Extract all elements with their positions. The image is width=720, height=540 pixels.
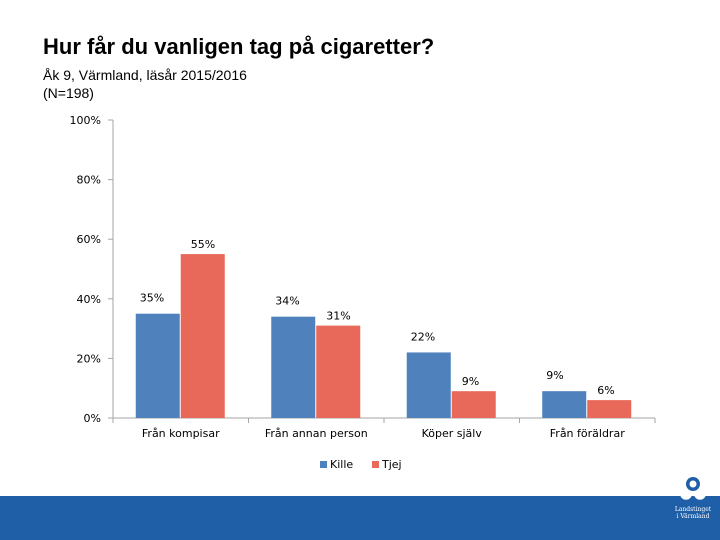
- chart-title: Hur får du vanligen tag på cigaretter?: [43, 34, 435, 59]
- y-tick-label: 20%: [77, 352, 101, 365]
- x-tick-label: Från annan person: [265, 427, 368, 440]
- bar: [180, 254, 225, 418]
- bar-chart: 0% 20% 40% 60% 80% 100% 35% 55% Från kompisar 34%…: [70, 114, 656, 471]
- x-tick-label: Från kompisar: [142, 427, 220, 440]
- bar: [135, 313, 180, 418]
- bar: [587, 400, 632, 418]
- y-tick-label: 40%: [77, 293, 101, 306]
- data-label: 34%: [275, 295, 299, 308]
- legend-swatch: [372, 461, 379, 468]
- logo-text-line-1: Landstinget: [675, 506, 712, 513]
- legend-label: Kille: [330, 458, 353, 471]
- bar: [406, 352, 451, 418]
- flower-icon: Landstinget i Värmland: [675, 466, 712, 520]
- bar: [316, 325, 361, 418]
- data-label: 35%: [140, 292, 164, 305]
- logo-text-line-2: i Värmland: [677, 513, 710, 520]
- data-label: 22%: [411, 330, 435, 343]
- legend-label: Tjej: [381, 458, 402, 471]
- data-label: 9%: [462, 375, 479, 388]
- chart-subtitle: Åk 9, Värmland, läsår 2015/2016 (N=198): [43, 66, 247, 102]
- bar: [451, 391, 496, 418]
- data-label: 55%: [191, 238, 215, 251]
- x-tick-label: Från föräldrar: [550, 427, 625, 440]
- y-tick-label: 0%: [84, 412, 101, 425]
- bar: [542, 391, 587, 418]
- y-tick-label: 100%: [70, 114, 101, 127]
- legend-swatch: [320, 461, 327, 468]
- x-tick-label: Köper själv: [422, 427, 483, 440]
- subtitle-line-2: (N=198): [43, 85, 94, 101]
- data-label: 9%: [546, 369, 563, 382]
- footer-band: [0, 496, 720, 540]
- data-label: 31%: [326, 310, 350, 323]
- landstinget-logo: Landstinget i Värmland: [666, 458, 720, 524]
- data-label: 6%: [597, 384, 614, 397]
- y-tick-label: 60%: [77, 233, 101, 246]
- bar: [271, 316, 316, 418]
- subtitle-line-1: Åk 9, Värmland, läsår 2015/2016: [43, 67, 247, 83]
- y-tick-label: 80%: [77, 174, 101, 187]
